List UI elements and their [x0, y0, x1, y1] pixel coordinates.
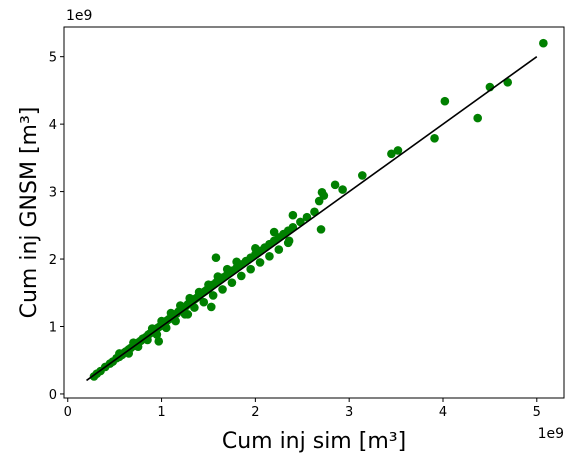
y-tick-label: 2 — [49, 253, 57, 268]
data-point — [503, 78, 513, 87]
x-tick-label: 0 — [64, 405, 72, 420]
y-tick-label: 3 — [49, 186, 57, 201]
y-tick-label: 1 — [49, 320, 57, 335]
data-point — [358, 171, 367, 180]
data-point — [393, 146, 403, 155]
data-point — [302, 212, 312, 222]
data-point — [296, 217, 305, 227]
data-point — [440, 96, 450, 106]
x-axis-ticks: 0 1 2 3 4 5 — [64, 398, 541, 420]
data-point — [185, 293, 195, 303]
data-point — [330, 180, 340, 190]
data-point — [152, 330, 162, 339]
data-point — [473, 113, 482, 123]
data-point — [269, 227, 279, 237]
data-point — [218, 285, 227, 294]
data-point — [251, 243, 260, 253]
x-tick-label: 2 — [251, 405, 259, 420]
x-tick-label: 3 — [345, 405, 353, 420]
data-point — [183, 310, 193, 319]
data-point — [208, 291, 218, 300]
data-point — [161, 323, 171, 333]
data-point — [255, 258, 265, 267]
data-point — [194, 287, 204, 297]
data-point — [246, 264, 255, 274]
data-point — [147, 324, 157, 333]
data-point — [176, 301, 185, 310]
data-point — [204, 280, 213, 289]
data-point — [190, 303, 199, 312]
data-point — [284, 236, 294, 246]
data-point — [310, 207, 319, 217]
plot-area-frame — [63, 26, 565, 399]
y-axis-ticks: 0 1 2 3 4 5 — [49, 51, 64, 403]
data-point — [211, 253, 221, 262]
data-point — [199, 297, 209, 307]
y-tick-label: 5 — [49, 51, 57, 66]
reference-line — [86, 56, 538, 382]
y-tick-label: 4 — [49, 118, 57, 133]
x-tick-label: 4 — [439, 405, 447, 420]
data-point — [236, 271, 246, 281]
data-point — [319, 191, 329, 200]
y-axis-offset-label: 1e9 — [66, 8, 92, 24]
data-point — [129, 338, 138, 347]
y-tick-label: 0 — [49, 388, 57, 403]
data-point — [232, 257, 241, 267]
y-axis-label: Cum inj GNSM [m³] — [17, 107, 42, 319]
data-point — [288, 223, 298, 232]
data-point — [316, 225, 326, 234]
data-point — [387, 149, 396, 159]
data-point — [154, 337, 164, 346]
x-tick-label: 5 — [533, 405, 541, 420]
data-point — [288, 210, 298, 220]
data-point — [166, 308, 176, 318]
reference-line-layer — [86, 56, 538, 382]
data-point — [222, 264, 232, 274]
x-axis-offset-label: 1e9 — [538, 426, 564, 442]
data-point — [213, 272, 223, 281]
data-point — [430, 134, 439, 143]
data-point — [539, 38, 548, 48]
data-point — [274, 245, 284, 254]
x-axis-label: Cum inj sim [m³] — [222, 429, 406, 454]
data-point — [338, 185, 347, 194]
data-point — [206, 302, 216, 312]
x-tick-label: 1 — [157, 405, 165, 420]
data-point — [227, 278, 237, 287]
data-point — [265, 252, 274, 261]
data-point — [171, 316, 180, 326]
data-point — [157, 316, 166, 326]
